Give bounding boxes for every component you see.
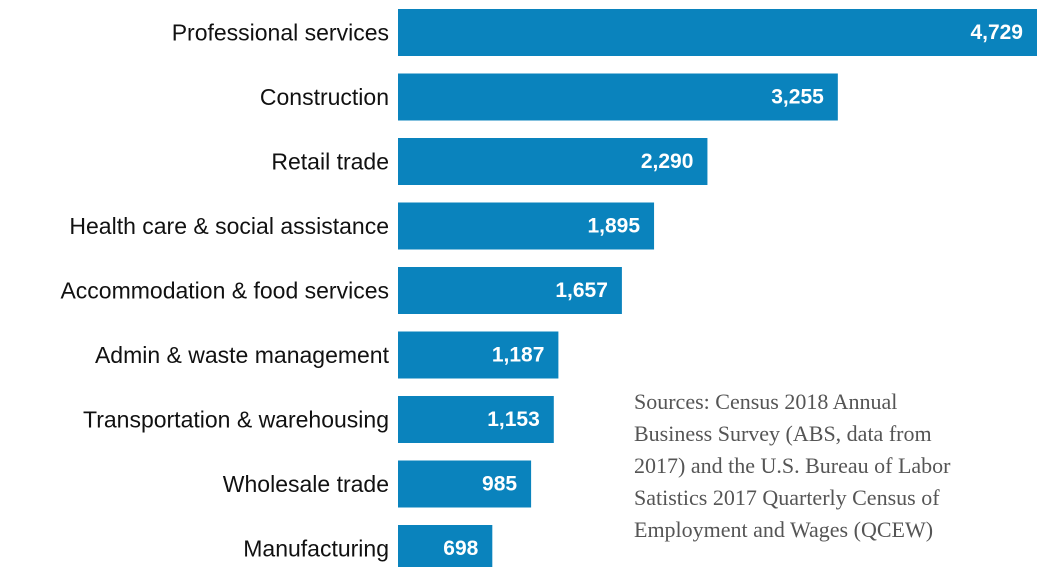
bar (398, 525, 493, 567)
bar (398, 202, 655, 250)
bar (398, 267, 622, 314)
source-note-line: 2017) and the U.S. Bureau of Labor (634, 453, 951, 478)
category-label: Wholesale trade (223, 471, 389, 497)
category-label: Professional services (172, 20, 389, 46)
source-note-line: Sources: Census 2018 Annual (634, 389, 898, 414)
value-label: 985 (482, 473, 517, 496)
value-label: 1,153 (487, 408, 540, 431)
value-label: 3,255 (771, 86, 824, 109)
category-label: Manufacturing (243, 536, 389, 562)
category-label: Transportation & warehousing (83, 407, 389, 433)
bar (398, 9, 1037, 56)
value-labels-layer: 4,729 3,255 2,290 1,895 1,657 1,187 1,153 985 69… (443, 21, 1023, 560)
bars-layer (398, 9, 1037, 567)
bar (398, 73, 838, 121)
category-label: Admin & waste management (95, 342, 390, 368)
bar (398, 138, 708, 185)
category-labels-layer: Professional services Construction Retail … (60, 20, 389, 562)
category-label: Retail trade (271, 149, 389, 175)
bar (398, 460, 532, 508)
bar (398, 396, 554, 443)
value-label: 4,729 (970, 21, 1023, 44)
source-note-line: Satistics 2017 Quarterly Census of (634, 485, 940, 510)
bar (398, 331, 559, 379)
value-label: 2,290 (641, 150, 694, 173)
source-note-line: Employment and Wages (QCEW) (634, 517, 934, 542)
value-label: 1,657 (555, 279, 608, 302)
source-note-line: Business Survey (ABS, data from (634, 421, 932, 446)
category-label: Accommodation & food services (60, 278, 389, 304)
value-label: 698 (443, 537, 478, 560)
category-label: Construction (260, 84, 389, 110)
category-label: Health care & social assistance (69, 213, 389, 239)
source-note: Sources: Census 2018 Annual Business Sur… (634, 386, 1034, 546)
value-label: 1,187 (492, 344, 545, 367)
value-label: 1,895 (587, 215, 640, 238)
